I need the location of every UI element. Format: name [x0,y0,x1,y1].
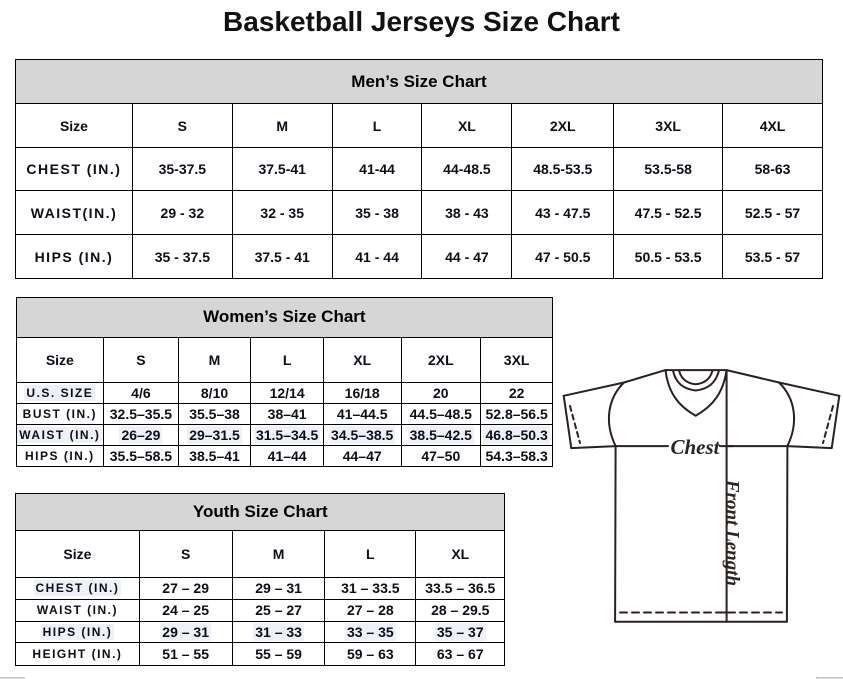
svg-text:Chest: Chest [670,435,720,459]
svg-text:Front Length: Front Length [722,479,743,586]
